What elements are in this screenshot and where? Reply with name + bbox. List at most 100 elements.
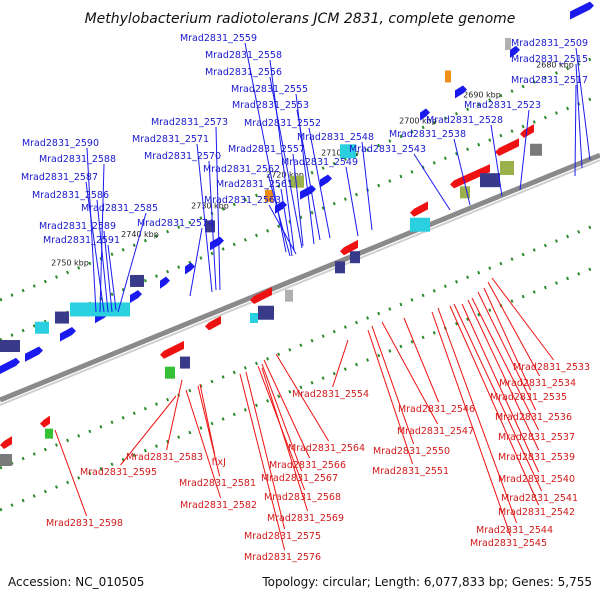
lower-gene-label: Mrad2831_2595 <box>80 467 157 478</box>
lower-leader-line <box>197 385 221 477</box>
lower-gene-label: Mrad2831_2536 <box>495 412 572 423</box>
lower-gene-label: Mrad2831_2544 <box>476 525 553 536</box>
upper-leader-line <box>117 212 147 313</box>
upper-gene-label: Mrad2831_2552 <box>244 118 321 129</box>
lower-leader-line <box>483 287 532 391</box>
upper-gene-label: Mrad2831_2515 <box>511 54 588 65</box>
lower-gene-label: Mrad2831_2541 <box>501 493 578 504</box>
upper-leader-line <box>295 93 315 245</box>
lower-gene-label: Mrad2831_2537 <box>498 432 575 443</box>
gene-arrow <box>570 1 594 20</box>
gene-block <box>350 251 360 264</box>
lower-gene-label: Mrad2831_2551 <box>372 466 449 477</box>
upper-leader-line <box>215 126 221 291</box>
lower-leader-line <box>491 277 554 361</box>
upper-leader-line <box>345 166 359 237</box>
axis-highlight <box>0 159 600 406</box>
lower-gene-label: Mrad2831_2566 <box>269 460 346 471</box>
upper-gene-label: Mrad2831_2538 <box>389 129 466 140</box>
genome-summary-text: Topology: circular; Length: 6,077,833 bp… <box>261 575 592 589</box>
gene-arrow <box>130 290 142 303</box>
lower-leader-line <box>275 353 330 442</box>
gene-arrow <box>60 326 76 342</box>
gene-arrow <box>495 138 519 157</box>
gene-block <box>45 428 53 439</box>
upper-leader-line <box>267 173 291 257</box>
gene-block <box>35 321 49 334</box>
upper-gene-label: Mrad2831_2563 <box>204 195 281 206</box>
lower-leader-line <box>263 359 311 459</box>
genome-axis <box>0 152 600 406</box>
upper-gene-label: Mrad2831_2588 <box>39 154 116 165</box>
gene-arrow <box>450 164 490 189</box>
accession-text: Accession: NC_010505 <box>8 575 144 589</box>
lower-leader-line <box>261 367 309 512</box>
gene-arrow <box>340 239 358 256</box>
lower-gene-label: Mrad2831_2545 <box>470 538 547 549</box>
gene-block <box>340 144 356 159</box>
lower-leader-line <box>461 303 540 473</box>
gene-block <box>0 454 12 466</box>
map-title: Methylobacterium radiotolerans JCM 2831,… <box>85 11 516 27</box>
lower-gene-label: Mrad2831_2540 <box>498 474 575 485</box>
lower-leader-line <box>166 379 183 451</box>
lower-leader-line <box>332 339 349 388</box>
gene-block <box>460 186 470 199</box>
upper-gene-label: Mrad2831_2555 <box>231 84 308 95</box>
upper-gene-label: Mrad2831_2556 <box>205 67 282 78</box>
lower-gene-label: Mrad2831_2581 <box>179 478 256 489</box>
lower-gene-label: Mrad2831_2564 <box>288 443 365 454</box>
gene-arrow <box>410 201 428 217</box>
lower-leader-line <box>437 307 518 524</box>
gene-block <box>410 217 430 232</box>
upper-leader-line <box>413 153 451 211</box>
lower-leader-line <box>185 389 222 499</box>
upper-leader-line <box>86 147 97 313</box>
lower-leader-line <box>449 305 540 506</box>
gene-block <box>530 143 542 156</box>
lower-gene-label: Mrad2831_2533 <box>513 362 590 373</box>
lower-leader-line <box>120 395 177 466</box>
upper-gene-label: Mrad2831_2523 <box>464 100 541 111</box>
outer-dots-bottom <box>0 263 600 512</box>
upper-gene-label: Mrad2831_2558 <box>205 50 282 61</box>
lower-leader-line <box>381 321 439 425</box>
upper-leader-line <box>85 181 105 313</box>
gene-labels: Mrad2831_2509 Mrad2831_2515 Mrad2831_2517 M… <box>21 33 590 563</box>
upper-gene-label: Mrad2831_2553 <box>232 100 309 111</box>
upper-gene-label: Mrad2831_2559 <box>180 33 257 44</box>
gene-arrow <box>185 262 195 275</box>
gene-arrow <box>250 287 272 304</box>
gene-block <box>265 189 273 202</box>
upper-leader-line <box>96 199 109 313</box>
gene-block <box>258 305 274 320</box>
axis-line <box>0 152 600 403</box>
lower-gene-label: Mrad2831_2546 <box>398 404 475 415</box>
lower-leader-line <box>199 383 216 456</box>
upper-leader-line <box>103 230 113 313</box>
tick-label: 2730 kbp <box>191 201 229 210</box>
gene-block <box>335 261 345 274</box>
gene-arrow <box>0 436 12 449</box>
upper-leader-line <box>269 59 295 251</box>
upper-leader-line <box>189 227 203 297</box>
lower-gene-label: fixJ <box>212 457 226 468</box>
upper-gene-label: Mrad2831_2548 <box>297 132 374 143</box>
tick-label: 2690 kbp <box>463 90 501 99</box>
upper-gene-label: Mrad2831_2570 <box>144 151 221 162</box>
lower-leader-line <box>261 363 303 472</box>
lower-leader-line <box>367 329 414 465</box>
lower-leader-line <box>239 373 286 551</box>
gene-block <box>165 366 175 379</box>
lower-gene-label: Mrad2831_2569 <box>267 513 344 524</box>
upper-gene-label: Mrad2831_2587 <box>21 172 98 183</box>
upper-leader-line <box>280 188 293 257</box>
tick-label: 2750 kbp <box>51 258 89 267</box>
gene-block <box>480 173 500 188</box>
upper-leader-line <box>308 127 331 239</box>
lower-leader-line <box>245 371 286 530</box>
lower-gene-label: Mrad2831_2567 <box>261 473 338 484</box>
gene-arrow <box>160 340 184 359</box>
gene-arrow <box>420 108 430 121</box>
upper-gene-label: Mrad2831_2517 <box>511 75 588 86</box>
